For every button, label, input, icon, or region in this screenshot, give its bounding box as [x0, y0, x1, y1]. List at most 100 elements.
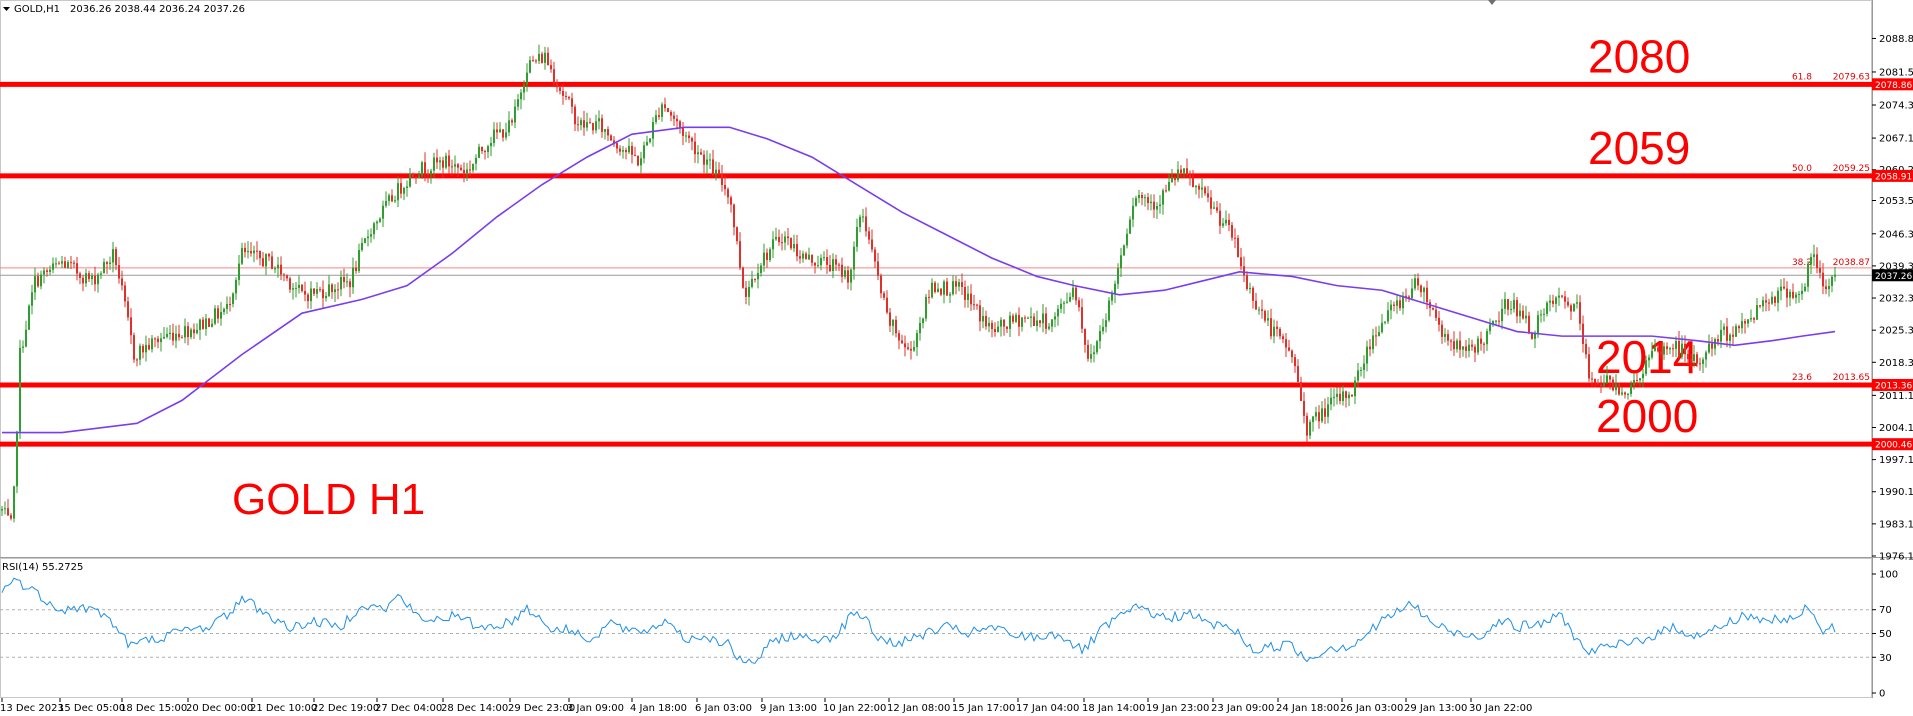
candle-body	[331, 284, 333, 293]
y-tick-label: 2018.30	[1879, 358, 1913, 369]
candle-body	[829, 264, 831, 272]
candle-body	[655, 115, 657, 122]
candle-body	[160, 338, 162, 343]
candle-body	[163, 336, 165, 339]
candle-body	[1795, 294, 1797, 298]
candle-body	[283, 274, 285, 276]
level-price-box	[1872, 78, 1913, 91]
candle-body	[1306, 415, 1308, 436]
chart-header: GOLD,H1	[14, 4, 60, 15]
candle-body	[721, 173, 723, 185]
chart-shift-marker-icon[interactable]	[1488, 0, 1496, 5]
candle-body	[40, 274, 42, 287]
candle-body	[1456, 340, 1458, 350]
x-tick-label: 22 Dec 19:00	[312, 703, 379, 714]
candle-body	[1291, 350, 1293, 358]
candle-body	[865, 216, 867, 232]
candle-body	[784, 236, 786, 243]
candle-body	[934, 282, 936, 292]
candle-body	[52, 263, 54, 270]
candle-body	[217, 308, 219, 319]
candle-body	[1372, 335, 1374, 350]
fib-value-label: 2079.63	[1833, 72, 1870, 82]
candle-body	[1243, 266, 1245, 276]
candle-body	[559, 87, 561, 91]
candle-body	[778, 236, 780, 243]
candle-body	[637, 155, 639, 166]
candle-body	[1015, 314, 1017, 322]
candle-body	[835, 259, 837, 265]
x-tick-label: 9 Jan 13:00	[760, 703, 817, 714]
candle-body	[598, 118, 600, 122]
fib-ratio-label: 61.8	[1792, 72, 1812, 82]
candle-body	[1198, 185, 1200, 190]
candle-body	[751, 278, 753, 287]
candle-body	[136, 359, 138, 361]
candle-body	[610, 135, 612, 141]
candle-body	[1264, 310, 1266, 321]
candle-body	[1060, 303, 1062, 309]
candle-body	[313, 288, 315, 294]
candle-body	[1102, 326, 1104, 332]
candle-body	[1126, 233, 1128, 246]
candle-body	[1468, 344, 1470, 351]
candle-body	[1000, 319, 1002, 327]
candle-body	[670, 112, 672, 116]
candle-body	[562, 90, 564, 96]
candle-body	[430, 170, 432, 175]
candle-body	[133, 335, 135, 360]
y-tick-label: 2004.10	[1879, 423, 1913, 434]
candle-body	[61, 261, 63, 264]
candle-body	[631, 145, 633, 155]
candle-body	[1519, 310, 1521, 317]
candle-body	[550, 65, 552, 70]
candle-body	[1618, 383, 1620, 395]
candle-body	[1465, 346, 1467, 351]
candle-body	[754, 278, 756, 280]
y-tick-label: 2067.15	[1879, 134, 1913, 145]
candle-body	[568, 96, 570, 99]
candle-body	[892, 319, 894, 326]
candle-body	[958, 282, 960, 287]
candle-body	[748, 286, 750, 297]
candle-body	[679, 121, 681, 128]
candle-body	[649, 138, 651, 142]
candle-body	[181, 337, 183, 339]
candle-body	[1021, 317, 1023, 327]
candle-body	[1828, 285, 1830, 290]
candle-body	[1342, 391, 1344, 401]
candle-body	[1363, 363, 1365, 370]
candle-body	[1393, 304, 1395, 306]
candle-body	[466, 169, 468, 174]
candle-body	[424, 162, 426, 174]
candle-body	[271, 256, 273, 269]
candle-body	[553, 69, 555, 84]
candle-body	[1615, 383, 1617, 391]
candle-body	[1549, 300, 1551, 303]
candle-body	[169, 332, 171, 334]
symbol-dropdown-icon[interactable]	[3, 7, 10, 11]
candle-body	[673, 115, 675, 119]
level-price-box	[1872, 169, 1913, 182]
candle-body	[1186, 168, 1188, 175]
candle-body	[1780, 286, 1782, 291]
candle-body	[1090, 354, 1092, 359]
candle-body	[1423, 287, 1425, 293]
candle-body	[1759, 305, 1761, 307]
candle-body	[853, 246, 855, 270]
candle-body	[1624, 392, 1626, 395]
candle-body	[625, 150, 627, 153]
candle-body	[118, 265, 120, 279]
candle-body	[1690, 359, 1692, 361]
candle-body	[1441, 324, 1443, 337]
candle-body	[1555, 297, 1557, 304]
candle-body	[790, 238, 792, 249]
candle-body	[379, 218, 381, 222]
candle-body	[1279, 328, 1281, 337]
candle-body	[940, 288, 942, 295]
candle-body	[1375, 335, 1377, 337]
candle-body	[661, 104, 663, 118]
candle-body	[25, 329, 27, 347]
candle-body	[1669, 348, 1671, 350]
